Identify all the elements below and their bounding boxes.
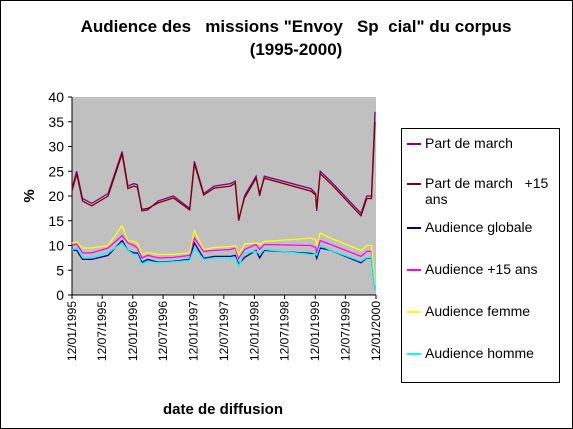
x-tick-label: 12/07/1998	[278, 301, 292, 361]
y-tick-label: 0	[56, 287, 64, 303]
y-tick-label: 15	[48, 213, 64, 229]
y-tick-label: 20	[48, 188, 64, 204]
y-tick-label: 40	[48, 89, 64, 105]
y-tick-label: 25	[48, 163, 64, 179]
chart-title: Audience des missions "Envoy Sp cial" du…	[80, 17, 517, 59]
legend-label: Audience globale	[425, 219, 533, 235]
plot-area	[72, 97, 376, 295]
x-tick-label: 12/07/1995	[95, 301, 109, 361]
series-line	[72, 239, 376, 291]
x-tick-label: 12/01/1999	[308, 301, 322, 361]
legend-swatch	[407, 311, 421, 313]
y-tick-label: 5	[56, 262, 64, 278]
x-tick-label: 12/01/2000	[369, 301, 383, 361]
legend-swatch	[407, 269, 421, 271]
legend-swatch	[407, 183, 421, 185]
x-tick-label: 12/01/1998	[247, 301, 261, 361]
legend-swatch	[407, 143, 421, 145]
series-line	[71, 242, 376, 291]
y-tick-label: 30	[48, 139, 64, 155]
legend-label: Part de march	[425, 135, 513, 151]
x-tick-label: 12/01/1997	[187, 301, 201, 361]
series-line	[71, 224, 376, 286]
legend-label: Audience homme	[425, 345, 534, 361]
legend-swatch	[407, 227, 421, 229]
y-axis-label: %	[21, 189, 38, 202]
x-axis-label: date de diffusion	[163, 401, 283, 418]
legend-label: Audience femme	[425, 303, 531, 319]
legend: Part de march Part de march +15 ans Audien…	[401, 128, 560, 383]
legend-swatch	[407, 353, 421, 355]
series-line	[71, 234, 376, 288]
y-tick-label: 35	[48, 114, 64, 130]
y-tick-label: 10	[48, 238, 64, 254]
x-tick-label: 12/07/1999	[338, 301, 352, 361]
legend-label: Audience +15 ans	[425, 261, 538, 277]
x-tick-label: 12/07/1997	[217, 301, 231, 361]
x-tick-label: 12/07/1996	[156, 301, 170, 361]
legend-label: Part de march +15 ans	[425, 175, 553, 207]
x-tick-label: 12/01/1995	[65, 301, 79, 361]
series-line	[71, 121, 376, 220]
x-tick-label: 12/01/1996	[126, 301, 140, 361]
